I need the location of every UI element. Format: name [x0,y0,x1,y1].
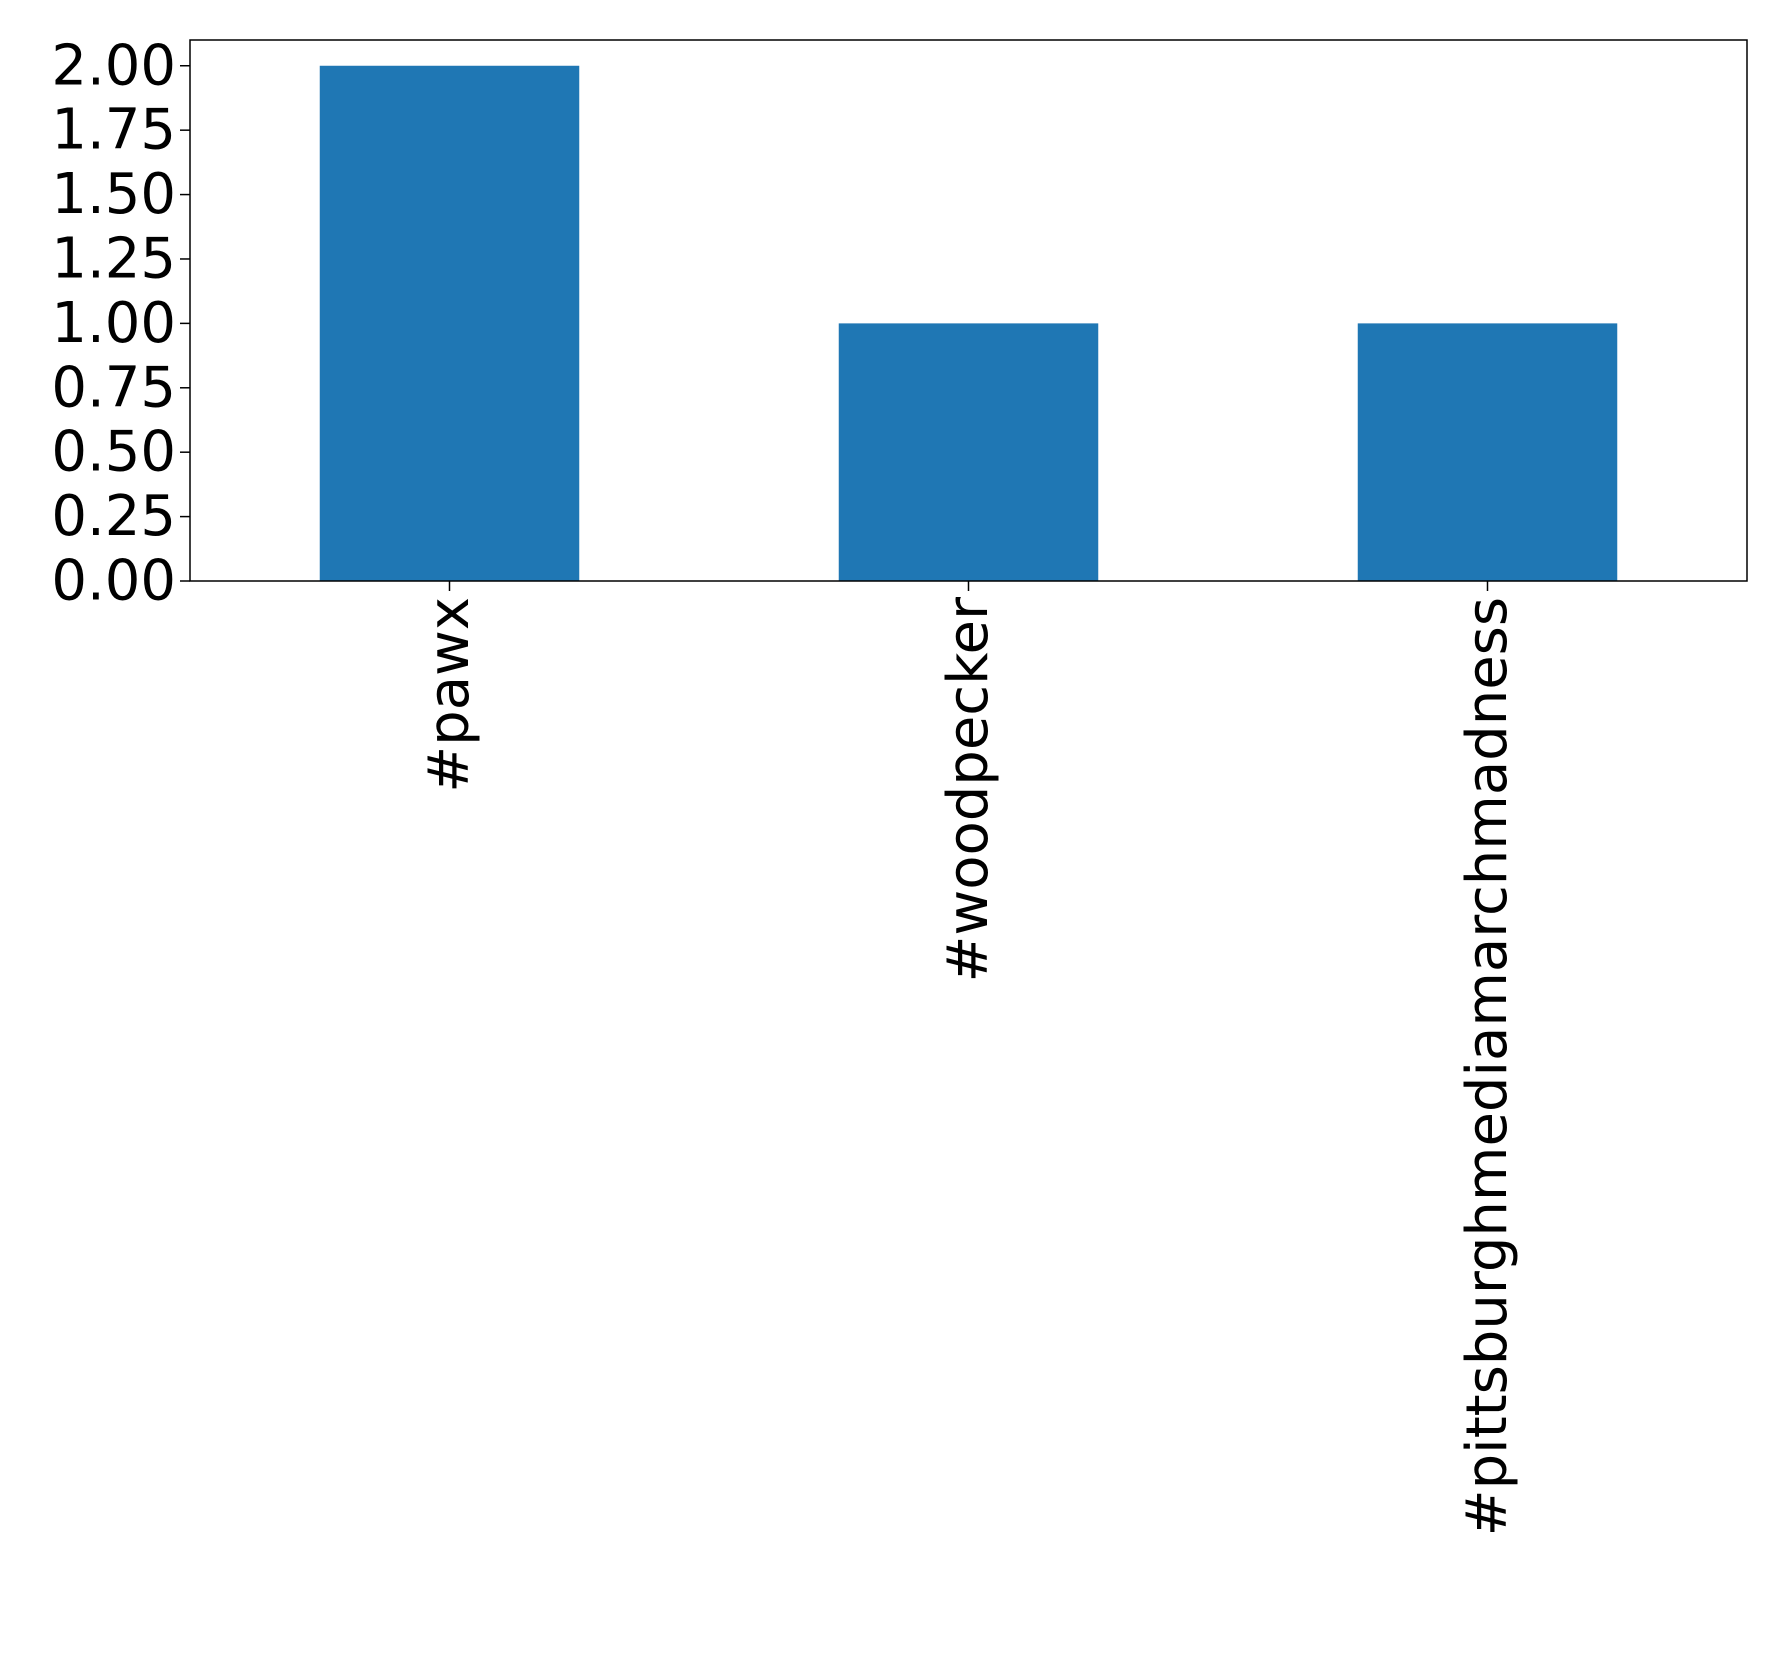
y-tick-label: 1.00 [51,291,176,356]
y-tick-label: 0.75 [51,355,176,420]
y-tick-label: 0.50 [51,420,176,485]
x-axis: #pawx #woodpecker #pittsburghmediamarchmad… [417,581,1520,1536]
x-tick-label: #woodpecker [936,596,1001,982]
y-tick-label: 1.75 [51,98,176,163]
x-tick-label: #pittsburghmediamarchmadness [1455,597,1520,1536]
y-axis: 0.000.250.500.751.001.251.501.752.00 [51,33,190,614]
y-tick-label: 1.50 [51,162,176,227]
bar-2 [838,323,1099,581]
y-tick-label: 0.00 [51,549,176,614]
bar-1 [319,65,580,581]
y-tick-label: 0.25 [51,484,176,549]
y-tick-label: 1.25 [51,226,176,291]
plot-frame [189,39,1748,582]
x-tick-label: #pawx [417,597,482,793]
bars-layer [319,65,1618,581]
y-tick-label: 2.00 [51,33,176,98]
bar-3 [1357,323,1618,581]
